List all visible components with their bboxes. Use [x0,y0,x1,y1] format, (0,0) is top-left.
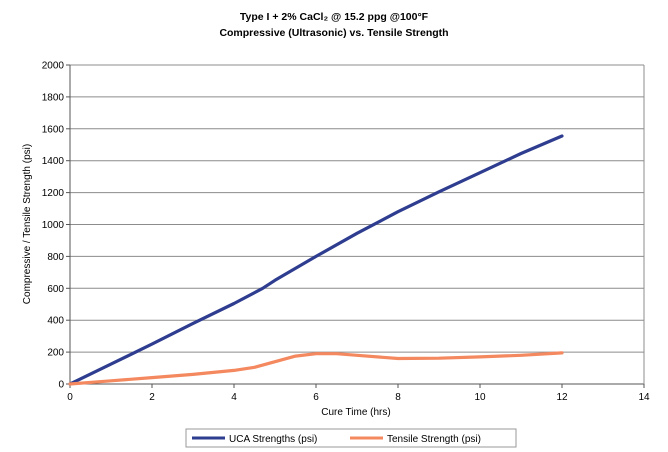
y-axis-label: Compressive / Tensile Strength (psi) [22,144,33,304]
y-tick-label: 800 [47,252,64,263]
y-tick-label: 1600 [42,124,65,135]
x-tick-label: 0 [67,392,73,403]
y-tick-label: 400 [47,316,64,327]
x-tick-label: 6 [313,392,319,403]
legend-label-uca: UCA Strengths (psi) [229,434,317,445]
y-tick-label: 2000 [42,61,65,72]
series-line-0 [68,134,564,386]
y-tick-label: 0 [58,380,64,391]
y-tick-label: 1000 [42,220,65,231]
y-tick-label: 1200 [42,188,65,199]
chart-title: Type I + 2% CaCl₂ @ 15.2 ppg @100°F [240,11,429,23]
x-tick-label: 2 [149,392,155,403]
y-tick-label: 200 [47,348,64,359]
x-tick-label: 10 [474,392,486,403]
axes: 0 200 400 600 800 1000 1200 1400 1600 1800 2000 0 2 4… [42,61,650,404]
x-tick-label: 4 [231,392,237,403]
grid [70,64,644,353]
y-tick-label: 1800 [42,92,65,103]
legend: UCA Strengths (psi) Tensile Strength (ps… [185,428,517,448]
series-line-1 [68,351,564,386]
x-tick-label: 14 [638,392,650,403]
legend-label-tensile: Tensile Strength (psi) [387,434,481,445]
series-lines [68,134,564,386]
y-tick-label: 1400 [42,156,65,167]
y-tick-label: 600 [47,284,64,295]
x-tick-label: 8 [395,392,401,403]
chart-subtitle: Compressive (Ultrasonic) vs. Tensile Str… [219,27,448,39]
x-tick-label: 12 [556,392,568,403]
x-axis-label: Cure Time (hrs) [321,407,390,418]
